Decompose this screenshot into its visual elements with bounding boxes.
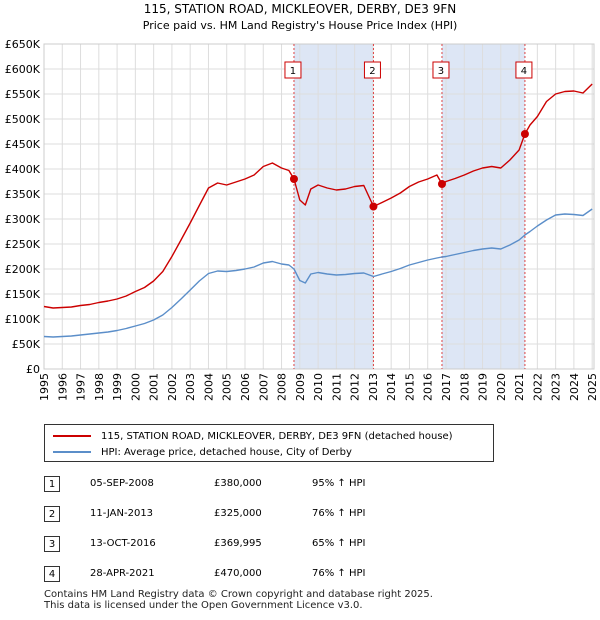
- x-tick-label: 2001: [148, 373, 161, 401]
- legend-entry-hpi: HPI: Average price, detached house, City…: [53, 444, 352, 460]
- y-tick-label: £600K: [5, 63, 41, 76]
- x-tick-label: 2025: [586, 373, 599, 401]
- sale-marker-box: 4: [515, 61, 533, 79]
- x-tick-label: 1997: [75, 373, 88, 401]
- transaction-number: 3: [44, 536, 60, 552]
- x-tick-label: 2024: [568, 373, 581, 401]
- x-tick-label: 2018: [458, 373, 471, 401]
- legend-entry-property: 115, STATION ROAD, MICKLEOVER, DERBY, DE…: [53, 428, 453, 444]
- sale-marker-box-frame: [515, 61, 533, 79]
- x-tick-label: 1998: [93, 373, 106, 401]
- y-tick-label: £500K: [5, 113, 41, 126]
- transaction-price: £369,995: [214, 538, 262, 549]
- y-tick-label: £50K: [12, 338, 41, 351]
- transaction-row: 2 11-JAN-2013 £325,000 76% ↑ HPI: [44, 506, 444, 526]
- price-chart: 115, STATION ROAD, MICKLEOVER, DERBY, DE…: [5, 2, 599, 401]
- transaction-price: £380,000: [214, 478, 262, 489]
- x-tick-label: 2005: [221, 373, 234, 401]
- transaction-number: 4: [44, 566, 60, 582]
- transaction-date: 11-JAN-2013: [90, 508, 154, 519]
- x-tick-label: 2000: [129, 373, 142, 401]
- hpi-series-line: [43, 208, 593, 338]
- legend-swatch-property: [53, 435, 91, 437]
- x-tick-label: 1999: [111, 373, 124, 401]
- transaction-hpi: 95% ↑ HPI: [312, 478, 366, 489]
- sale-marker-box: 1: [284, 61, 302, 79]
- transaction-number: 2: [44, 506, 60, 522]
- sale-marker-box: 3: [432, 61, 450, 79]
- transaction-row: 1 05-SEP-2008 £380,000 95% ↑ HPI: [44, 476, 444, 496]
- x-tick-label: 2023: [550, 373, 563, 401]
- sale-marker-box: 2: [363, 61, 381, 79]
- sale-marker-box-frame: [284, 61, 302, 79]
- y-tick-label: £650K: [5, 38, 41, 51]
- y-tick-label: £100K: [5, 313, 41, 326]
- x-tick-label: 2010: [312, 373, 325, 401]
- legend-label-hpi: HPI: Average price, detached house, City…: [101, 446, 352, 458]
- sale-marker-label: 1: [290, 66, 296, 77]
- footer-licence: This data is licensed under the Open Gov…: [44, 600, 363, 611]
- x-tick-label: 1996: [56, 373, 69, 401]
- transaction-date: 28-APR-2021: [90, 568, 155, 579]
- x-tick-label: 2020: [495, 373, 508, 401]
- y-tick-label: £0: [26, 363, 40, 376]
- sale-marker-label: 4: [521, 66, 527, 77]
- chart-legend: 115, STATION ROAD, MICKLEOVER, DERBY, DE…: [44, 424, 494, 462]
- transaction-number: 1: [44, 476, 60, 492]
- sale-marker-label: 2: [369, 66, 375, 77]
- footer-attribution: Contains HM Land Registry data © Crown c…: [44, 589, 433, 611]
- sale-point: [520, 130, 529, 138]
- x-tick-label: 2017: [440, 373, 453, 401]
- legend-label-property: 115, STATION ROAD, MICKLEOVER, DERBY, DE…: [101, 430, 453, 442]
- sale-marker-box-frame: [363, 61, 381, 79]
- transaction-hpi: 76% ↑ HPI: [312, 568, 366, 579]
- transaction-price: £470,000: [214, 568, 262, 579]
- sale-point: [289, 175, 298, 183]
- y-tick-label: £150K: [5, 288, 41, 301]
- y-tick-label: £400K: [5, 163, 41, 176]
- footer-copyright: Contains HM Land Registry data © Crown c…: [44, 589, 433, 600]
- chart-title: 115, STATION ROAD, MICKLEOVER, DERBY, DE…: [144, 2, 456, 16]
- property-series-line: [43, 83, 593, 309]
- x-tick-label: 2022: [531, 373, 544, 401]
- x-tick-label: 2007: [257, 373, 270, 401]
- transaction-date: 13-OCT-2016: [90, 538, 156, 549]
- chart-subtitle: Price paid vs. HM Land Registry's House …: [143, 19, 458, 32]
- sale-point: [437, 180, 446, 189]
- x-tick-label: 2006: [239, 373, 252, 401]
- y-tick-label: £250K: [5, 238, 41, 251]
- sale-marker-box-frame: [432, 61, 450, 79]
- x-tick-label: 2021: [513, 373, 526, 401]
- transaction-hpi: 76% ↑ HPI: [312, 508, 366, 519]
- x-tick-label: 1995: [38, 373, 51, 401]
- x-tick-label: 2013: [367, 373, 380, 401]
- y-tick-label: £550K: [5, 88, 41, 101]
- y-tick-label: £300K: [5, 213, 41, 226]
- x-tick-label: 2014: [385, 373, 398, 401]
- x-tick-label: 2003: [184, 373, 197, 401]
- transaction-row: 3 13-OCT-2016 £369,995 65% ↑ HPI: [44, 536, 444, 556]
- legend-swatch-hpi: [53, 451, 91, 453]
- transaction-hpi: 65% ↑ HPI: [312, 538, 366, 549]
- transaction-row: 4 28-APR-2021 £470,000 76% ↑ HPI: [44, 566, 444, 586]
- x-tick-label: 2016: [422, 373, 435, 401]
- y-tick-label: £200K: [5, 263, 41, 276]
- y-tick-label: £450K: [5, 138, 41, 151]
- plot-area-border: [43, 43, 595, 370]
- x-tick-label: 2015: [403, 373, 416, 401]
- transaction-price: £325,000: [214, 508, 262, 519]
- y-tick-label: £350K: [5, 188, 41, 201]
- x-tick-label: 2012: [349, 373, 362, 401]
- sale-marker-label: 3: [438, 66, 444, 77]
- shaded-period: [441, 44, 525, 369]
- x-tick-label: 2002: [166, 373, 179, 401]
- x-tick-label: 2019: [477, 373, 490, 401]
- sale-point: [369, 202, 378, 211]
- x-tick-label: 2004: [202, 373, 215, 401]
- x-tick-label: 2011: [330, 373, 343, 401]
- transaction-date: 05-SEP-2008: [90, 478, 154, 489]
- x-tick-label: 2008: [276, 373, 289, 401]
- x-tick-label: 2009: [294, 373, 307, 401]
- shaded-period: [293, 44, 374, 369]
